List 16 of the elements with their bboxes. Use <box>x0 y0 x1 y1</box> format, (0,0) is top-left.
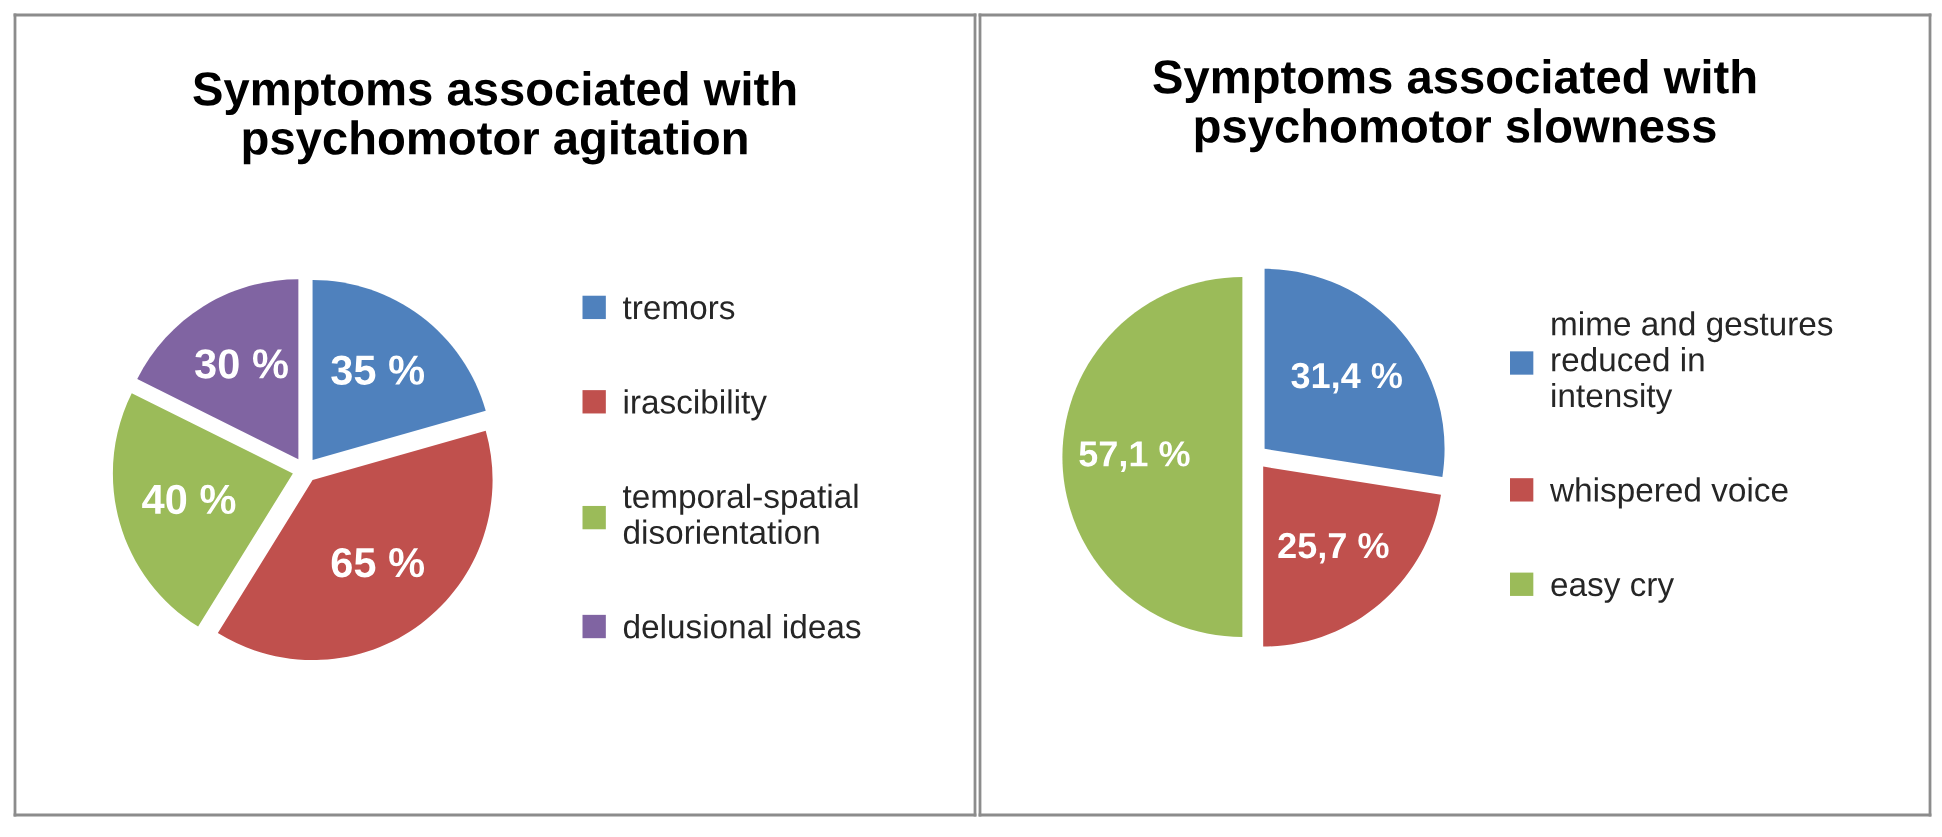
chart-title: Symptoms associated with psychomotor agitation <box>193 71 796 165</box>
legend-label: whispered voice <box>1549 477 1788 509</box>
data-label: 35 % <box>331 355 425 385</box>
data-label: 25,7 % <box>1278 532 1389 564</box>
legend-label: temporal-spatial disorientation <box>623 483 858 545</box>
data-label: 65 % <box>331 547 425 578</box>
data-label: 40 % <box>142 484 236 515</box>
data-label: 31,4 % <box>1291 362 1402 394</box>
legend-label: easy cry <box>1551 577 1675 603</box>
data-label: 30 % <box>194 349 288 379</box>
legend-label: tremors <box>623 297 735 320</box>
legend-label: mime and gestures reduced in intensity <box>1552 311 1833 415</box>
chart-title: Symptoms associated with psychomotor slowness <box>1153 59 1756 153</box>
legend-label: irascibility <box>624 389 767 421</box>
legend-label: delusional ideas <box>623 614 861 639</box>
data-label: 57,1 % <box>1079 441 1190 472</box>
